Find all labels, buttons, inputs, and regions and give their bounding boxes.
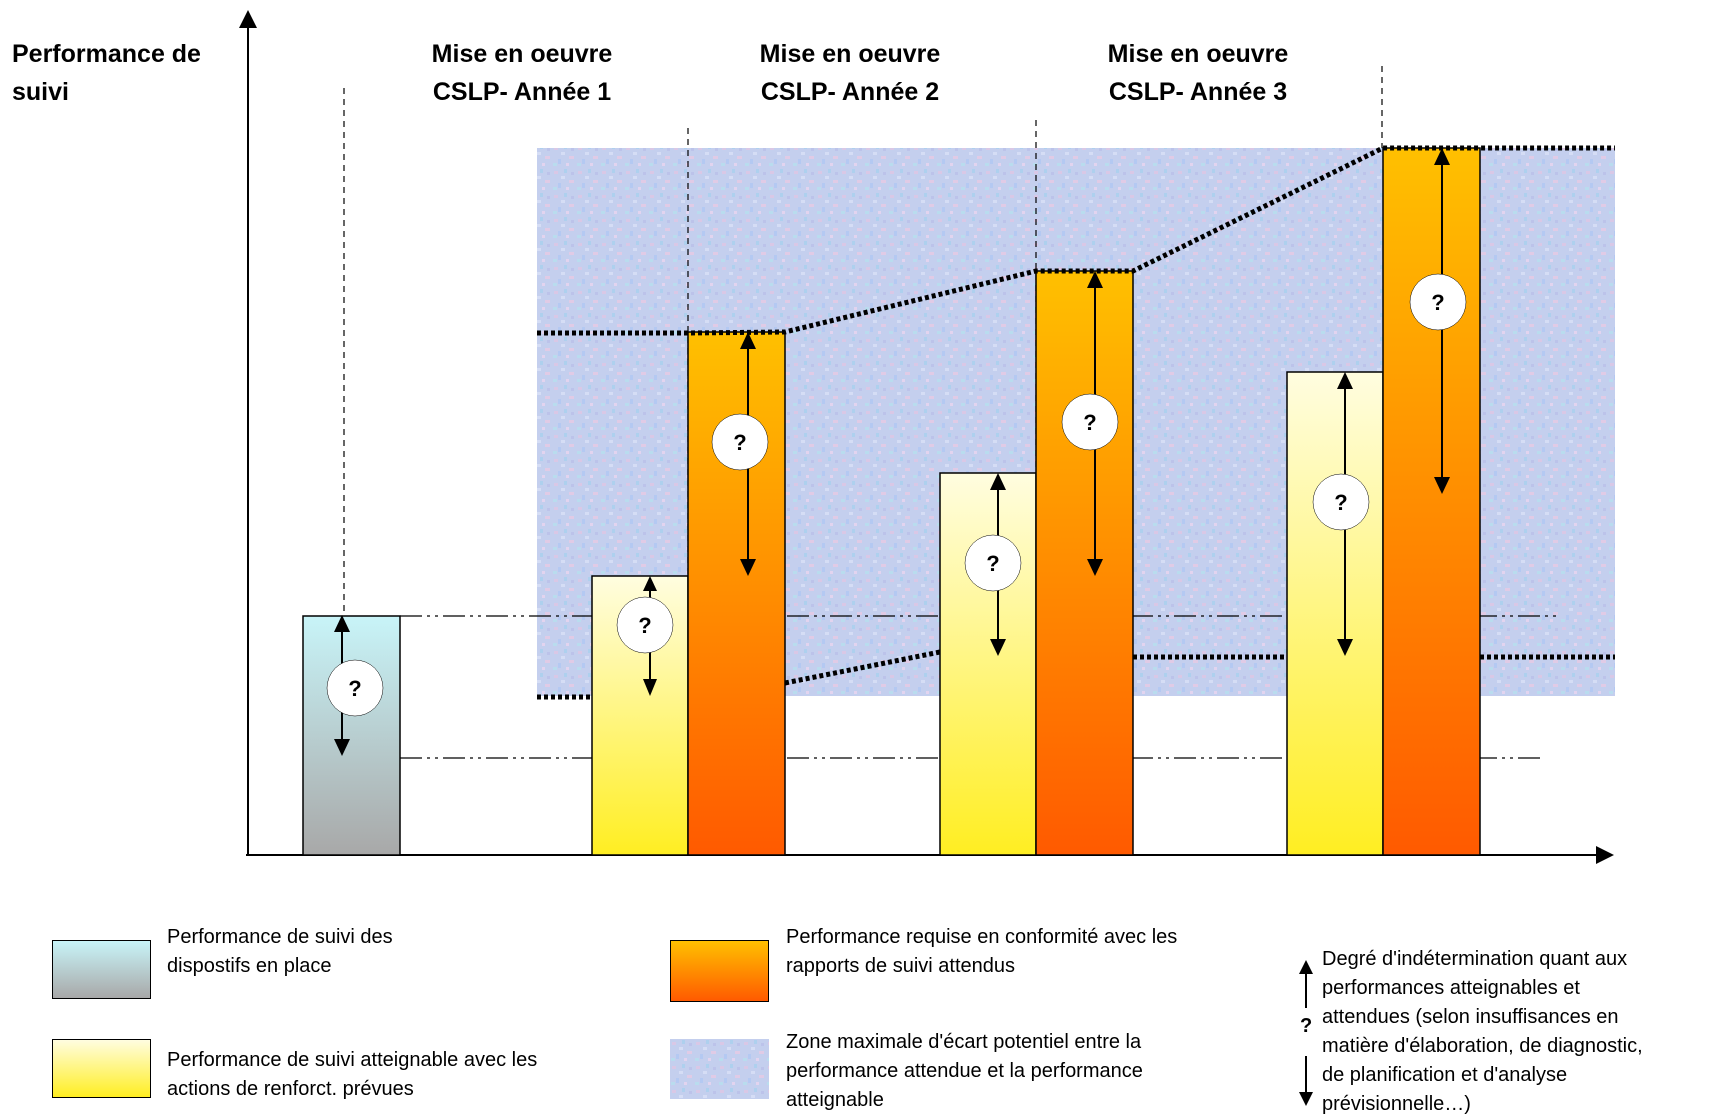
legend-text-uncertainty: Degré d'indétermination quant aux perfor… <box>1322 945 1643 1119</box>
legend-current-line1: Performance de suivi des <box>167 926 393 948</box>
legend-uncertainty-question-mark: ? <box>1300 1015 1313 1037</box>
y-axis-title-line1: Performance de <box>12 40 201 68</box>
phase3-title-line1: Mise en oeuvre <box>1108 40 1289 68</box>
bar-current-performance <box>302 615 401 856</box>
phase2-title-line1: Mise en oeuvre <box>760 40 941 68</box>
legend-attainable-line1: Performance de suivi atteignable avec le… <box>167 1049 538 1071</box>
legend-uncertainty-arrow-icon <box>1299 960 1313 1106</box>
question-mark-required-year1: ? <box>733 430 746 455</box>
question-mark-attainable-year1: ? <box>638 613 651 638</box>
bar-attainable-year3 <box>1286 371 1384 856</box>
legend-attainable-line2: actions de renforct. prévues <box>167 1078 414 1100</box>
phase2-title-line2: CSLP- Année 2 <box>761 78 939 106</box>
legend-text-zone: Zone maximale d'écart potentiel entre la… <box>786 1028 1143 1115</box>
question-circles <box>326 273 1467 717</box>
x-axis-arrowhead <box>1596 846 1614 864</box>
question-mark-required-year3: ? <box>1431 290 1444 315</box>
legend-text-current: Performance de suivi des dispostifs en p… <box>167 923 393 981</box>
legend-required-line2: rapports de suivi attendus <box>786 955 1016 977</box>
zone-upper-boundary <box>537 145 1615 336</box>
legend-uncertainty-line5: de planification et d'analyse <box>1322 1064 1568 1086</box>
question-mark-attainable-year2: ? <box>986 551 999 576</box>
question-mark-attainable-year3: ? <box>1334 490 1347 515</box>
bar-attainable-year2 <box>939 472 1037 856</box>
legend-text-attainable: Performance de suivi atteignable avec le… <box>167 1046 537 1104</box>
phase1-title-line1: Mise en oeuvre <box>432 40 613 68</box>
legend-required-line1: Performance requise en conformité avec l… <box>786 926 1178 948</box>
legend-zone-line1: Zone maximale d'écart potentiel entre la <box>786 1031 1142 1053</box>
legend-swatch-attainable <box>52 1039 151 1098</box>
uncertainty-arrowheads <box>334 148 1450 756</box>
zone-lower-boundary <box>537 649 1615 700</box>
legend-swatch-current <box>52 940 151 999</box>
legend-uncertainty-line2: performances atteignables et <box>1322 977 1580 999</box>
phase3-title-line2: CSLP- Année 3 <box>1109 78 1287 106</box>
y-axis-arrowhead <box>239 10 257 28</box>
legend-zone-line3: atteignable <box>786 1089 884 1111</box>
legend-uncertainty-line6: prévisionnelle…) <box>1322 1093 1471 1115</box>
legend-current-line2: dispostifs en place <box>167 955 332 977</box>
phase1-title-line2: CSLP- Année 1 <box>433 78 611 106</box>
legend-uncertainty-line4: matière d'élaboration, de diagnostic, <box>1322 1035 1643 1057</box>
legend-zone-line2: performance attendue et la performance <box>786 1060 1143 1082</box>
bar-required-year2 <box>1035 270 1134 856</box>
bar-required-year3 <box>1382 147 1481 856</box>
legend-uncertainty-line3: attendues (selon insuffisances en <box>1322 1006 1619 1028</box>
question-mark-required-year2: ? <box>1083 410 1096 435</box>
legend-swatch-zone <box>670 1039 769 1099</box>
legend-uncertainty-line1: Degré d'indétermination quant aux <box>1322 948 1628 970</box>
question-mark-current: ? <box>348 676 361 701</box>
bar-required-year1 <box>687 331 786 856</box>
legend-text-required: Performance requise en conformité avec l… <box>786 923 1177 981</box>
legend-swatch-required <box>670 940 769 1002</box>
y-axis-title-line2: suivi <box>12 78 69 106</box>
